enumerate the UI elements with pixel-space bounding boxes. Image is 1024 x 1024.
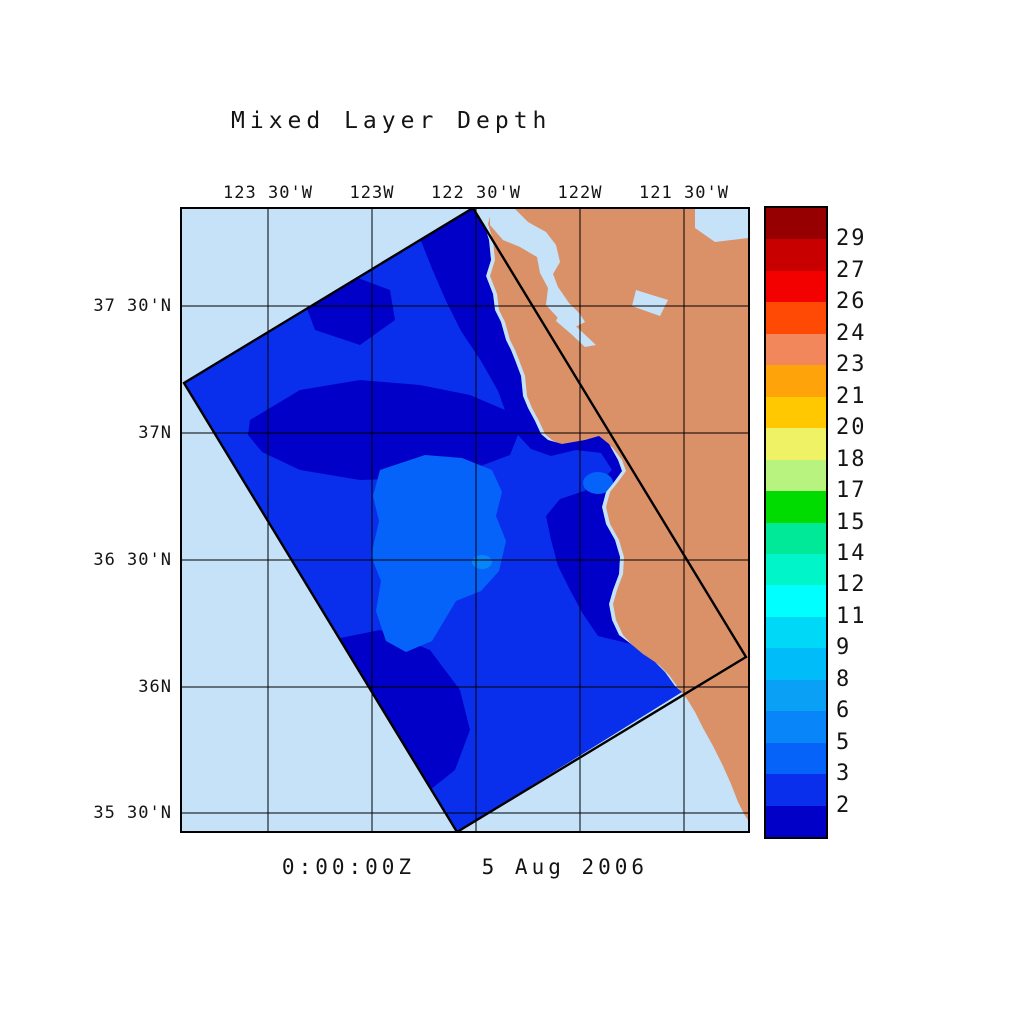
colorbar-band <box>766 270 826 303</box>
colorbar-band <box>766 208 826 240</box>
colorbar-tick-label: 20 <box>836 415 867 441</box>
inland-waterway <box>632 290 668 316</box>
map-canvas <box>182 209 748 831</box>
colorbar-band <box>766 522 826 554</box>
san-francisco-bay <box>490 209 585 327</box>
colorbar-tick-label: 3 <box>836 761 852 787</box>
mld-3-5-coastal-patch <box>583 472 613 494</box>
lon-tick-label: 122 30'W <box>431 183 521 203</box>
colorbar-band <box>766 679 826 712</box>
model-domain-outline <box>182 209 748 831</box>
colorbar-tick-label: 14 <box>836 540 867 566</box>
colorbar-tick-label: 2 <box>836 792 852 818</box>
mld-contour-patches <box>248 209 631 790</box>
colorbar-band <box>766 428 826 460</box>
colorbar-tick-label: 23 <box>836 352 867 378</box>
colorbar-tick-label: 5 <box>836 729 852 755</box>
colorbar-tick-label: 27 <box>836 257 867 283</box>
colorbar-band <box>766 711 826 743</box>
colorbar-band <box>766 302 826 334</box>
colorbar-tick-label: 26 <box>836 289 867 315</box>
colorbar-band <box>766 616 826 649</box>
lon-tick-label: 121 30'W <box>639 183 729 203</box>
plot-title: Mixed Layer Depth <box>231 108 552 134</box>
colorbar-tick-label: 12 <box>836 572 867 598</box>
graticule <box>182 209 748 831</box>
colorbar-tick-label: 17 <box>836 478 867 504</box>
lat-tick-label: 36N <box>138 677 172 697</box>
colorbar-band <box>766 648 826 680</box>
colorbar-tick-label: 8 <box>836 666 852 692</box>
timestamp-caption: 0:00:00Z 5 Aug 2006 <box>281 855 649 879</box>
colorbar-tick-label: 18 <box>836 446 867 472</box>
lat-tick-label: 35 30'N <box>93 803 172 823</box>
south-bay-arm <box>556 312 596 347</box>
mld-lt2-coastal-band <box>421 209 631 644</box>
mld-5-6-spot <box>472 555 492 569</box>
colorbar-band <box>766 239 826 271</box>
colorbar-band <box>766 459 826 492</box>
colorbar <box>764 206 828 839</box>
delta-waterway <box>695 209 748 242</box>
colorbar-band <box>766 742 826 775</box>
california-coast-land <box>488 209 748 820</box>
colorbar-band <box>766 774 826 806</box>
mld-3-5-central-patch <box>371 455 506 652</box>
lat-tick-label: 36 30'N <box>93 550 172 570</box>
map-frame <box>180 207 750 833</box>
colorbar-tick-label: 6 <box>836 698 852 724</box>
colorbar-tick-label: 21 <box>836 383 867 409</box>
mld-lt2-central-blob <box>248 380 520 480</box>
colorbar-tick-label: 11 <box>836 603 867 629</box>
colorbar-band <box>766 491 826 523</box>
lat-tick-label: 37 30'N <box>93 296 172 316</box>
lon-tick-label: 123W <box>349 183 395 203</box>
colorbar-tick-label: 15 <box>836 509 867 535</box>
mld-lt2-lower-blob <box>330 630 470 790</box>
colorbar-tick-label: 24 <box>836 320 867 346</box>
colorbar-band <box>766 585 826 617</box>
lon-tick-label: 123 30'W <box>223 183 313 203</box>
colorbar-tick-label: 29 <box>836 226 867 252</box>
colorbar-band <box>766 396 826 429</box>
colorbar-band <box>766 805 826 838</box>
colorbar-tick-label: 9 <box>836 635 852 661</box>
colorbar-band <box>766 365 826 397</box>
lon-tick-label: 122W <box>557 183 603 203</box>
lat-tick-label: 37N <box>138 423 172 443</box>
colorbar-band <box>766 553 826 586</box>
colorbar-band <box>766 333 826 366</box>
